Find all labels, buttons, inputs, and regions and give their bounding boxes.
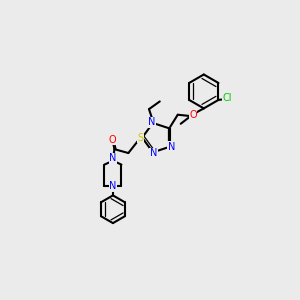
Text: N: N (109, 153, 117, 164)
Text: Cl: Cl (223, 93, 232, 103)
Text: N: N (109, 181, 117, 191)
Text: S: S (138, 133, 144, 142)
Text: N: N (150, 148, 157, 158)
Text: N: N (168, 142, 175, 152)
Text: O: O (189, 110, 197, 119)
Text: N: N (148, 117, 156, 127)
Text: O: O (108, 135, 116, 145)
